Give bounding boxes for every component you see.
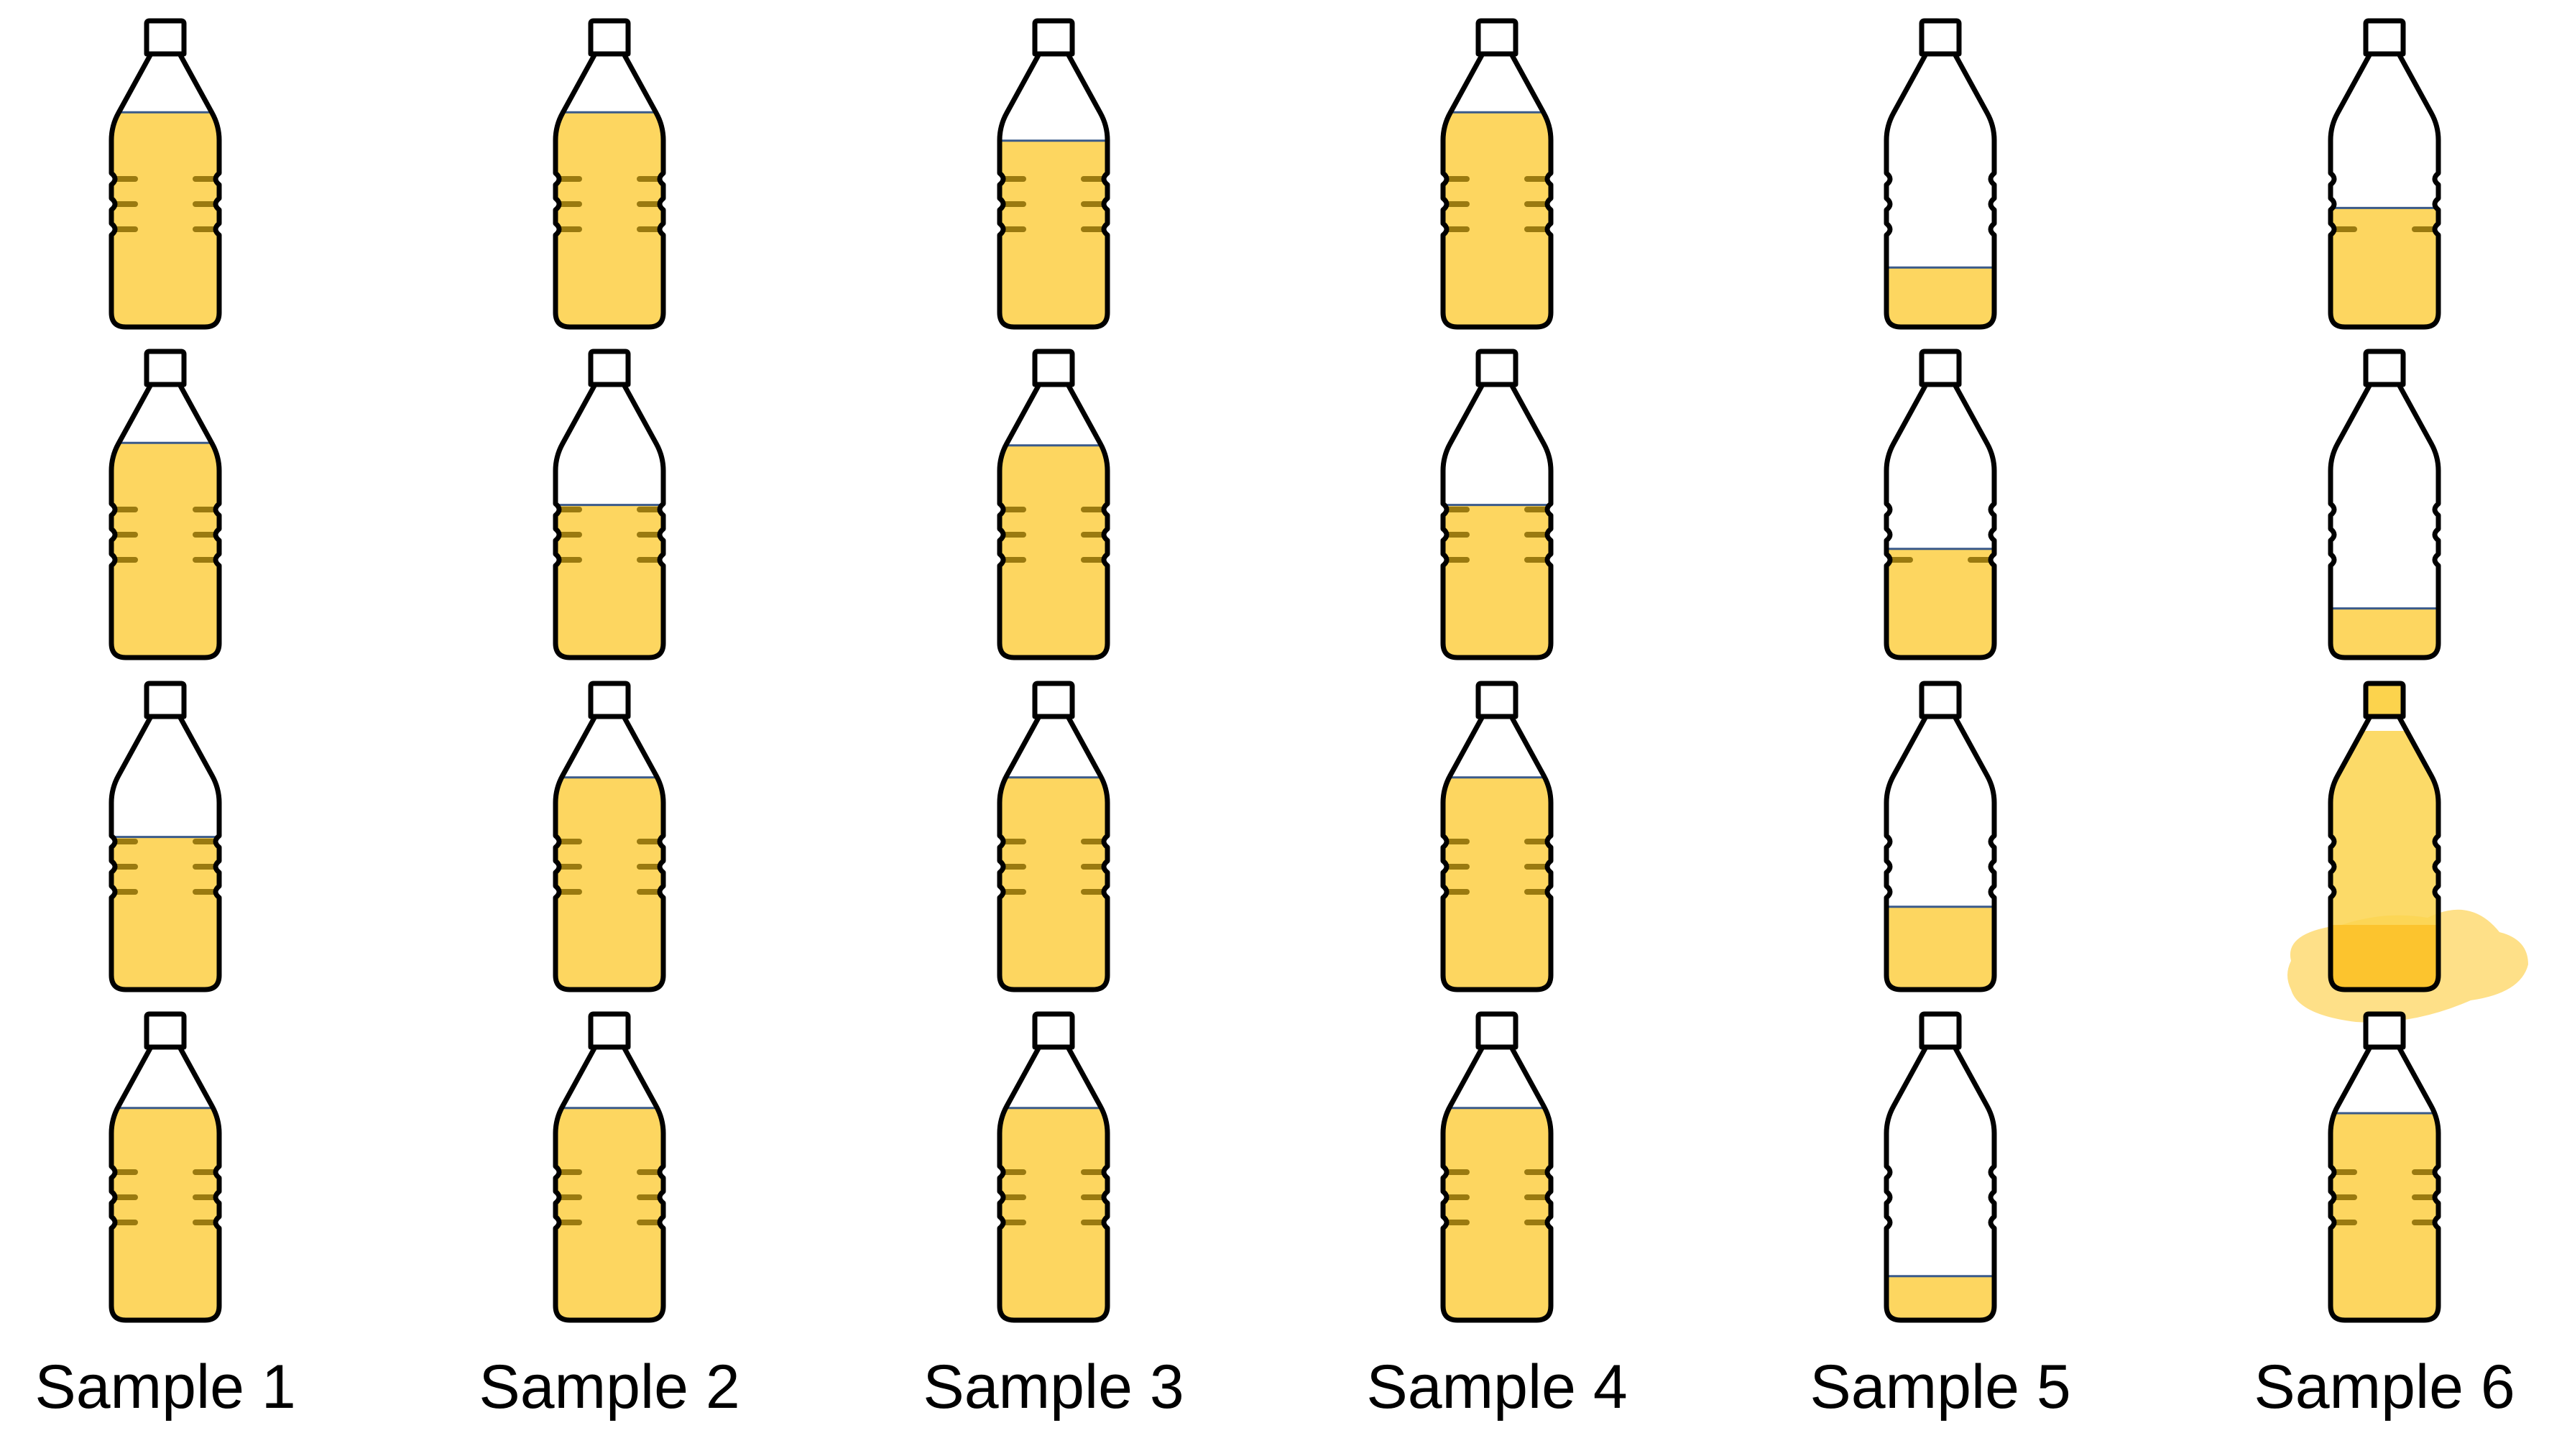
- bottle-cap-icon: [588, 1011, 631, 1050]
- bottle-outline: [109, 38, 222, 330]
- bottle-icon: [1440, 349, 1554, 660]
- liquid-fill: [1886, 906, 1994, 990]
- liquid-fill: [1886, 548, 1994, 658]
- liquid-fill: [1000, 140, 1107, 327]
- bottle-outline: [1440, 701, 1554, 992]
- spill-core: [2331, 925, 2438, 990]
- bottle-cap-icon: [588, 18, 631, 57]
- bottle-icon: [997, 1011, 1110, 1323]
- bottle-icon: [997, 18, 1110, 330]
- liquid-fill: [556, 1107, 663, 1320]
- liquid-fill: [111, 1107, 219, 1320]
- bottle-outline: [553, 1031, 666, 1323]
- bottle-cap-icon: [1032, 349, 1075, 387]
- liquid-fill: [2331, 208, 2438, 327]
- bottle-outline: [1440, 38, 1554, 330]
- bottle-icon: [2328, 18, 2441, 330]
- bottle-outline: [553, 38, 666, 330]
- bottle-outline: [2328, 369, 2441, 660]
- liquid-fill: [111, 112, 219, 327]
- bottle-icon: [1884, 18, 1997, 330]
- bottle-outline: [1440, 369, 1554, 660]
- bottle-outline: [1440, 1031, 1554, 1323]
- liquid-fill: [1000, 777, 1107, 990]
- bottle-outline: [553, 369, 666, 660]
- liquid-fill: [1000, 1107, 1107, 1320]
- liquid-fill: [2331, 608, 2438, 658]
- liquid-fill: [1443, 1107, 1551, 1320]
- bottle-cap-icon: [144, 681, 187, 719]
- bottle-icon: [2328, 349, 2441, 660]
- bottle-cap-icon: [588, 681, 631, 719]
- bottle-cap-icon: [2363, 1011, 2406, 1050]
- bottle-icon: [2287, 681, 2528, 1023]
- bottle-cap-icon: [1475, 349, 1518, 387]
- bottle-cap-icon: [1475, 681, 1518, 719]
- bottle-outline: [553, 701, 666, 992]
- bottle-outline: [109, 369, 222, 660]
- bottle-outline: [997, 369, 1110, 660]
- liquid-fill: [556, 504, 663, 658]
- bottle-outline: [997, 1031, 1110, 1323]
- bottle-outline: [1884, 1031, 1997, 1323]
- bottle-icon: [553, 681, 666, 992]
- bottle-icon: [2328, 1011, 2441, 1323]
- bottle-outline: [109, 1031, 222, 1323]
- bottle-icon: [997, 349, 1110, 660]
- liquid-fill: [1886, 267, 1994, 327]
- bottle-outline: [1884, 369, 1997, 660]
- bottle-cap-icon: [1919, 18, 1962, 57]
- bottle-outline: [2328, 701, 2441, 992]
- liquid-fill: [111, 443, 219, 658]
- bottle-icon: [1440, 1011, 1554, 1323]
- bottle-icon: [997, 681, 1110, 992]
- bottle-outline: [997, 701, 1110, 992]
- bottle-cap-icon: [2363, 349, 2406, 387]
- bottle-icon: [109, 681, 222, 992]
- bottle-cap-icon: [1032, 1011, 1075, 1050]
- bottle-outline: [1884, 701, 1997, 992]
- bottle-icon: [109, 349, 222, 660]
- bottle-cap-icon: [2363, 681, 2406, 719]
- bottle-cap-icon: [144, 349, 187, 387]
- liquid-fill: [556, 112, 663, 327]
- bottle-cap-icon: [144, 18, 187, 57]
- liquid-fill: [1443, 777, 1551, 990]
- bottle-cap-icon: [1475, 18, 1518, 57]
- liquid-fill: [1886, 1276, 1994, 1320]
- bottle-outline: [997, 38, 1110, 330]
- bottle-outline: [1884, 38, 1997, 330]
- bottle-cap-icon: [1032, 681, 1075, 719]
- bottle-cap-icon: [144, 1011, 187, 1050]
- bottle-cap-icon: [1475, 1011, 1518, 1050]
- bottle-outline: [2328, 38, 2441, 330]
- bottle-cap-icon: [588, 349, 631, 387]
- liquid-fill: [1443, 504, 1551, 658]
- bottle-icon: [1440, 681, 1554, 992]
- bottle-cap-icon: [1919, 349, 1962, 387]
- liquid-fill: [1443, 112, 1551, 327]
- liquid-fill: [1000, 445, 1107, 658]
- bottle-outline: [109, 701, 222, 992]
- bottle-icon: [553, 349, 666, 660]
- bottle-icon: [109, 1011, 222, 1323]
- bottle-cap-icon: [1032, 18, 1075, 57]
- bottle-icon: [1440, 18, 1554, 330]
- bottle-icon: [1884, 681, 1997, 992]
- liquid-fill: [111, 837, 219, 990]
- liquid-fill: [2331, 1113, 2438, 1320]
- bottle-icon: [109, 18, 222, 330]
- bottle-icon: [553, 1011, 666, 1323]
- liquid-fill: [556, 777, 663, 990]
- bottle-cap-icon: [1919, 681, 1962, 719]
- bottle-icon: [1884, 349, 1997, 660]
- bottle-cap-icon: [1919, 1011, 1962, 1050]
- bottle-cap-icon: [2363, 18, 2406, 57]
- bottle-icon: [1884, 1011, 1997, 1323]
- bottle-icon: [553, 18, 666, 330]
- bottle-outline: [2328, 1031, 2441, 1323]
